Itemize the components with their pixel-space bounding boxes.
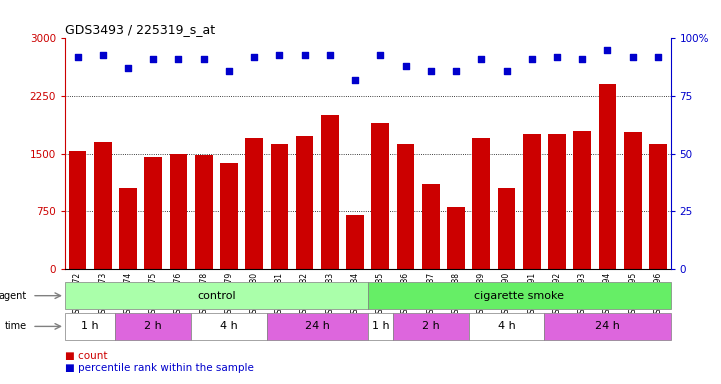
Point	[425, 68, 436, 74]
Text: cigarette smoke: cigarette smoke	[474, 291, 564, 301]
Bar	[523, 134, 541, 269]
Text: 1 h: 1 h	[371, 321, 389, 331]
Bar	[544, 313, 671, 340]
Bar	[422, 184, 440, 269]
Bar	[220, 163, 238, 269]
Bar	[371, 123, 389, 269]
Bar	[94, 142, 112, 269]
Point	[324, 51, 335, 58]
Text: time: time	[5, 321, 27, 331]
Point	[577, 56, 588, 62]
Bar	[119, 188, 137, 269]
Point	[97, 51, 108, 58]
Point	[450, 68, 461, 74]
Bar	[321, 115, 339, 269]
Bar	[296, 136, 314, 269]
Point	[526, 56, 537, 62]
Bar	[169, 154, 187, 269]
Text: control: control	[197, 291, 236, 301]
Bar	[447, 207, 465, 269]
Point	[248, 54, 260, 60]
Bar	[497, 188, 516, 269]
Point	[173, 56, 185, 62]
Bar	[397, 144, 415, 269]
Point	[500, 68, 512, 74]
Text: GDS3493 / 225319_s_at: GDS3493 / 225319_s_at	[65, 23, 215, 36]
Point	[349, 77, 360, 83]
Point	[274, 51, 286, 58]
Bar	[267, 313, 368, 340]
Point	[375, 51, 386, 58]
Bar	[270, 144, 288, 269]
Text: 24 h: 24 h	[305, 321, 329, 331]
Text: 4 h: 4 h	[220, 321, 238, 331]
Bar	[65, 313, 115, 340]
Bar	[144, 157, 162, 269]
Point	[601, 47, 613, 53]
Bar	[393, 313, 469, 340]
Text: 24 h: 24 h	[595, 321, 620, 331]
Bar	[195, 155, 213, 269]
Text: ■ percentile rank within the sample: ■ percentile rank within the sample	[65, 363, 254, 373]
Bar	[245, 138, 263, 269]
Bar	[191, 313, 267, 340]
Text: 4 h: 4 h	[497, 321, 516, 331]
Text: agent: agent	[0, 291, 27, 301]
Bar	[573, 131, 591, 269]
Bar	[472, 138, 490, 269]
Point	[627, 54, 639, 60]
Text: ■ count: ■ count	[65, 351, 107, 361]
Bar	[68, 151, 87, 269]
Text: 2 h: 2 h	[422, 321, 440, 331]
Bar	[346, 215, 364, 269]
Bar	[368, 313, 393, 340]
Bar	[368, 282, 671, 309]
Point	[224, 68, 235, 74]
Bar	[469, 313, 544, 340]
Point	[72, 54, 83, 60]
Point	[147, 56, 159, 62]
Point	[198, 56, 210, 62]
Bar	[624, 132, 642, 269]
Bar	[649, 144, 667, 269]
Point	[399, 63, 411, 69]
Text: 2 h: 2 h	[144, 321, 162, 331]
Bar	[548, 134, 566, 269]
Point	[476, 56, 487, 62]
Bar	[115, 313, 191, 340]
Bar	[598, 84, 616, 269]
Text: 1 h: 1 h	[81, 321, 99, 331]
Point	[652, 54, 663, 60]
Bar	[65, 282, 368, 309]
Point	[551, 54, 562, 60]
Point	[122, 65, 134, 71]
Point	[298, 51, 310, 58]
